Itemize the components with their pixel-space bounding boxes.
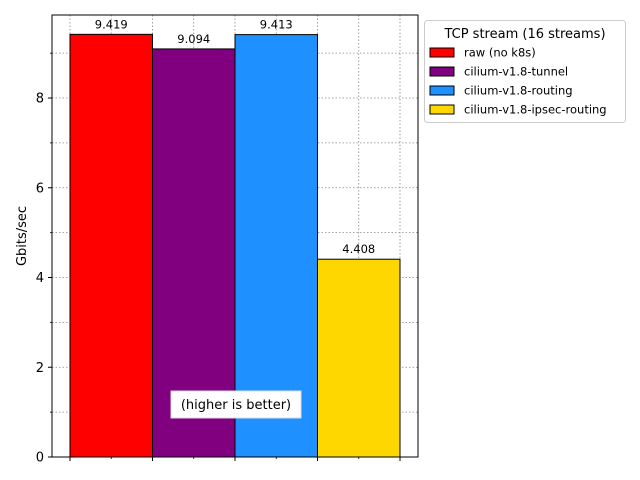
bar-value-label: 9.419 [95, 17, 128, 31]
axis-ticks: 0 2 4 6 8 [36, 52, 401, 466]
bars [69, 33, 401, 458]
bar-value-label: 4.408 [342, 242, 375, 256]
legend-items: raw (no k8s) cilium-v1.8-tunnel cilium-v1.… [429, 46, 607, 117]
y-tick-label: 4 [36, 271, 44, 286]
bar [234, 34, 318, 458]
legend-swatch [429, 104, 455, 115]
bar [69, 33, 153, 458]
y-tick-label: 8 [36, 92, 44, 107]
legend-entry-label: cilium-v1.8-tunnel [464, 65, 568, 79]
bar-value-label: 9.094 [177, 32, 210, 46]
bar [317, 258, 401, 458]
legend-entry-label: raw (no k8s) [464, 46, 536, 60]
legend-title: TCP stream (16 streams) [443, 27, 605, 42]
legend: TCP stream (16 streams) raw (no k8s) cili… [424, 20, 626, 123]
annotation-text: (higher is better) [181, 398, 291, 413]
legend-frame [424, 20, 626, 123]
legend-swatch [429, 85, 455, 96]
y-tick-label: 6 [36, 181, 44, 196]
annotation: (higher is better) [170, 390, 302, 419]
y-axis-label: Gbits/sec [15, 206, 30, 266]
y-tick-label: 2 [36, 361, 44, 376]
y-tick-label: 0 [36, 451, 44, 466]
legend-swatch [429, 47, 455, 58]
data-labels: 9.419 9.094 9.413 4.408 [95, 17, 375, 256]
legend-swatch [429, 66, 455, 77]
legend-entry-label: cilium-v1.8-ipsec-routing [464, 103, 607, 117]
legend-entry-label: cilium-v1.8-routing [464, 84, 573, 98]
bar-value-label: 9.413 [260, 18, 293, 32]
annotation-box [170, 390, 302, 419]
